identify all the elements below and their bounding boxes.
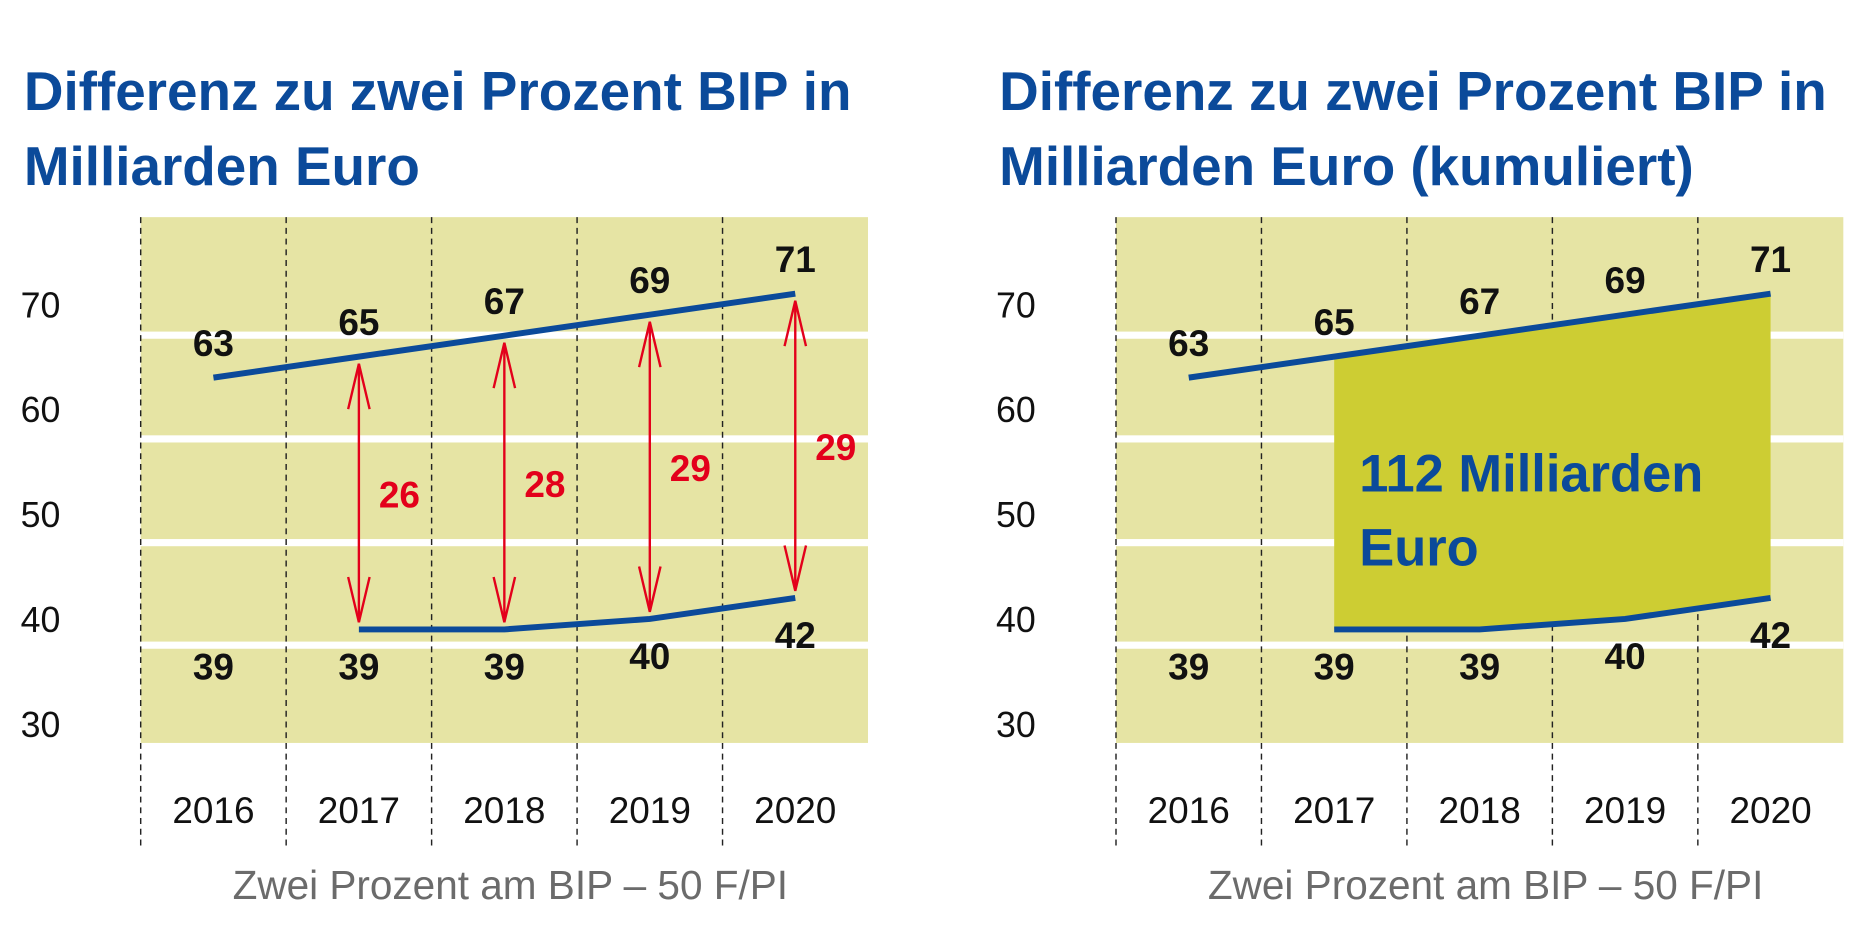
upper-series-line: [1188, 290, 1772, 381]
cumulative-total-label: 112 Milliarden: [1359, 445, 1703, 503]
grid-band: [1116, 641, 1844, 649]
y-tick-label: 50: [996, 495, 1036, 535]
y-tick-label: 70: [21, 285, 61, 325]
x-tick-label: 2017: [1293, 790, 1375, 831]
lower-value-label: 39: [1168, 647, 1209, 688]
lower-value-label: 39: [193, 647, 234, 688]
cumulative-total-label: Euro: [1359, 519, 1478, 577]
x-tick-label: 2016: [172, 790, 254, 831]
cumulative-area: [1334, 293, 1771, 630]
lower-value-label: 39: [338, 647, 379, 688]
difference-label: 29: [670, 448, 711, 489]
lower-value-label: 39: [484, 647, 525, 688]
x-tick-label: 2018: [463, 790, 545, 831]
upper-value-label: 69: [629, 260, 670, 301]
y-tick-label: 40: [996, 600, 1036, 640]
x-tick-label: 2017: [318, 790, 400, 831]
difference-label: 26: [379, 474, 420, 515]
upper-value-label: 71: [1750, 239, 1791, 280]
grid-band: [140, 641, 868, 649]
lower-value-label: 40: [629, 636, 670, 677]
arrow-head-up-icon: [346, 363, 371, 410]
lower-value-label: 39: [1314, 647, 1355, 688]
upper-value-label: 71: [775, 239, 816, 280]
arrow-head-down-icon: [783, 545, 808, 592]
difference-label: 28: [524, 464, 565, 505]
upper-value-label: 69: [1605, 260, 1646, 301]
upper-value-label: 67: [1459, 281, 1500, 322]
upper-value-label: 65: [1314, 302, 1355, 343]
lower-value-label: 42: [775, 615, 816, 656]
x-tick-label: 2019: [1584, 790, 1666, 831]
lower-value-label: 39: [1459, 647, 1500, 688]
y-tick-label: 60: [21, 390, 61, 430]
chart-panel-2: Differenz zu zwei Prozent BIP in Milliard…: [996, 60, 1844, 908]
x-tick-label: 2020: [1729, 790, 1811, 831]
difference-label: 29: [815, 427, 856, 468]
upper-value-label: 67: [484, 281, 525, 322]
y-tick-label: 30: [996, 705, 1036, 745]
y-tick-label: 40: [21, 600, 61, 640]
x-tick-label: 2019: [609, 790, 691, 831]
x-tick-label: 2020: [754, 790, 836, 831]
x-tick-label: 2016: [1148, 790, 1230, 831]
lower-series-line: [1334, 595, 1772, 633]
chart-title-line: Differenz zu zwei Prozent BIP in: [24, 60, 852, 122]
y-tick-label: 70: [996, 285, 1036, 325]
chart-title-line: Milliarden Euro (kumuliert): [999, 135, 1694, 197]
upper-value-label: 63: [193, 323, 234, 364]
arrow-head-down-icon: [637, 566, 662, 613]
arrow-head-up-icon: [492, 342, 517, 389]
chart-title-line: Differenz zu zwei Prozent BIP in: [999, 60, 1827, 122]
arrow-head-up-icon: [783, 300, 808, 347]
arrow-head-up-icon: [637, 321, 662, 368]
y-tick-label: 30: [21, 705, 61, 745]
lower-value-label: 42: [1750, 615, 1791, 656]
chart-title-line: Milliarden Euro: [24, 135, 420, 197]
x-tick-label: 2018: [1439, 790, 1521, 831]
upper-value-label: 63: [1168, 323, 1209, 364]
arrow-head-down-icon: [346, 576, 371, 623]
chart-panel-1: Differenz zu zwei Prozent BIP in Milliard…: [21, 60, 868, 908]
y-tick-label: 60: [996, 390, 1036, 430]
upper-series-line: [212, 290, 796, 381]
upper-value-label: 65: [338, 302, 379, 343]
lower-value-label: 40: [1605, 636, 1646, 677]
arrow-head-down-icon: [492, 576, 517, 623]
chart-footer-note: Zwei Prozent am BIP – 50 F/PI: [233, 862, 788, 908]
y-tick-label: 50: [21, 495, 61, 535]
chart-footer-note: Zwei Prozent am BIP – 50 F/PI: [1208, 862, 1763, 908]
lower-series-line: [358, 595, 796, 633]
